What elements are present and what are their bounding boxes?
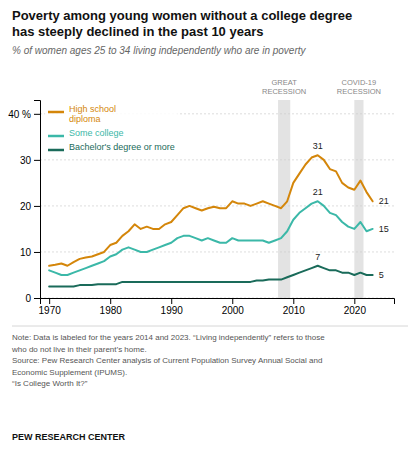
x-tick-mark: [110, 298, 111, 304]
note: Note: Data is labeled for the years 2014…: [12, 333, 325, 342]
y-tick-mark: [34, 114, 40, 115]
grid-line: [40, 251, 394, 252]
grid-line: [40, 205, 394, 206]
data-label: 15: [379, 224, 389, 234]
y-tick-mark: [34, 298, 40, 299]
background: [0, 0, 420, 450]
x-axis: 1970 1980 1990 2000 2010 2020: [39, 298, 395, 316]
y-axis: 0 10 20 30 40 %: [8, 101, 40, 304]
x-tick: 1990: [161, 298, 184, 316]
legend-entry: High schooldiploma: [69, 104, 116, 124]
x-tick-label: 2010: [283, 305, 306, 316]
legend-swatch: [48, 149, 64, 152]
y-tick-label: 10: [20, 247, 32, 258]
series-line: [49, 266, 372, 287]
y-tick: 10: [20, 247, 40, 258]
x-tick-label: 2000: [222, 305, 245, 316]
x-axis-line: [41, 299, 395, 305]
x-tick: 1980: [100, 298, 123, 316]
shaded-range-label: GREATRECESSION: [262, 78, 306, 96]
chart: Poverty among young women without a coll…: [0, 0, 420, 450]
x-tick-label: 2020: [344, 305, 367, 316]
y-tick-mark: [34, 160, 40, 161]
series-line: [49, 201, 372, 275]
grid-line: [40, 159, 394, 160]
y-tick-mark: [34, 252, 40, 253]
data-label: 21: [313, 187, 323, 197]
y-tick-label: 40 %: [8, 109, 31, 120]
x-tick-label: 1990: [161, 305, 184, 316]
plot-area: [49, 100, 372, 298]
x-tick-label: 1980: [100, 305, 123, 316]
grid: [40, 114, 394, 298]
x-tick-mark: [171, 298, 172, 304]
y-tick: 0: [25, 293, 40, 304]
data-label: 21: [379, 196, 389, 206]
y-tick: 30: [20, 155, 40, 166]
x-tick: 2020: [344, 298, 367, 316]
legend-entry: Bachelor's degree or more: [69, 142, 175, 152]
x-tick-label: 1970: [39, 305, 62, 316]
subtitle: % of women ages 25 to 34 living independ…: [12, 45, 307, 56]
note: Economic Supplement (IPUMS).: [12, 368, 127, 377]
legend-swatch: [48, 111, 64, 114]
y-tick: 20: [20, 201, 40, 212]
title: Poverty among young women without a coll…: [12, 8, 352, 39]
series-line: [49, 155, 372, 266]
divider: [12, 326, 408, 327]
data-label: 7: [315, 252, 320, 262]
data-label: 5: [379, 270, 384, 280]
data-labels: 31 21 21 15 7 5: [313, 141, 389, 280]
y-tick: 40 %: [8, 109, 40, 120]
source: PEW RESEARCH CENTER: [12, 432, 126, 442]
legend-swatch: [48, 135, 64, 138]
legend: High schooldiploma Some college Bachelor's…: [45, 101, 178, 155]
x-tick-mark: [49, 298, 50, 304]
shaded-range: [354, 100, 363, 298]
data-label: 31: [313, 141, 323, 151]
note: Source: Pew Research Center analysis of …: [12, 356, 322, 365]
shaded-range-label: COVID-19RECESSION: [337, 78, 381, 96]
x-tick: 2000: [222, 298, 245, 316]
legend-background: [45, 101, 178, 155]
y-axis-line: [34, 101, 41, 299]
legend-entry: Some college: [69, 128, 124, 138]
x-tick-mark: [232, 298, 233, 304]
x-tick-mark: [293, 298, 294, 304]
y-tick-mark: [34, 206, 40, 207]
y-tick-label: 0: [25, 293, 31, 304]
note: who do not live in their parent’s home.: [11, 345, 147, 354]
x-tick: 2010: [283, 298, 306, 316]
y-tick-label: 30: [20, 155, 32, 166]
x-tick: 1970: [39, 298, 62, 316]
y-tick-label: 20: [20, 201, 32, 212]
note: “Is College Worth It?”: [12, 379, 88, 388]
x-tick-mark: [354, 298, 355, 304]
